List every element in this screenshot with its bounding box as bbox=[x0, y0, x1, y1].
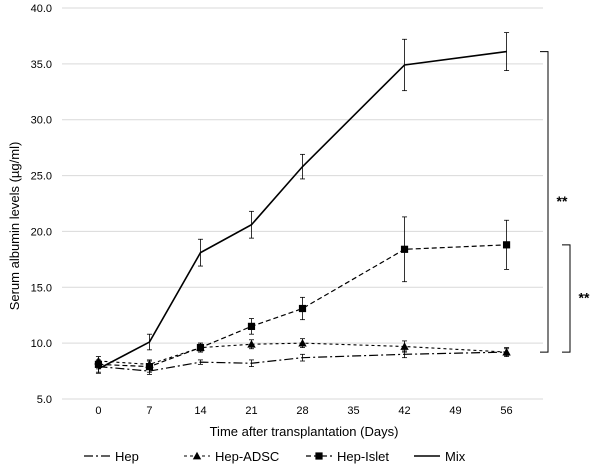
significance-label: ** bbox=[557, 193, 568, 209]
data-point bbox=[298, 338, 307, 347]
series-layer bbox=[94, 32, 511, 375]
significance-brackets: ** ** bbox=[540, 51, 590, 353]
legend-item: Mix bbox=[414, 449, 466, 464]
y-tick-label: 40.0 bbox=[31, 3, 52, 15]
y-tick-label: 5.0 bbox=[37, 394, 52, 406]
legend: Hep Hep-ADSC Hep-Islet Mix bbox=[84, 449, 466, 464]
data-point bbox=[247, 322, 256, 330]
x-tick-label: 7 bbox=[146, 405, 152, 417]
significance-label: ** bbox=[579, 289, 590, 305]
data-point bbox=[502, 347, 511, 356]
data-point bbox=[502, 241, 511, 249]
data-point bbox=[298, 304, 307, 313]
legend-label: Hep bbox=[115, 449, 139, 464]
series-mix bbox=[95, 32, 510, 374]
data-point bbox=[145, 363, 154, 371]
x-axis-title: Time after transplantation (Days) bbox=[210, 424, 399, 439]
legend-label: Hep-Islet bbox=[337, 449, 389, 464]
y-tick-labels: 5.0 10.0 15.0 20.0 25.0 30.0 35.0 40.0 bbox=[31, 3, 52, 406]
bracket-line bbox=[562, 244, 571, 353]
x-tick-label: 35 bbox=[347, 405, 359, 417]
significance-bracket: ** bbox=[562, 244, 590, 353]
x-tick-label: 42 bbox=[398, 405, 410, 417]
legend-label: Hep-ADSC bbox=[215, 449, 279, 464]
series-line bbox=[98, 50, 507, 370]
y-tick-label: 30.0 bbox=[31, 115, 52, 127]
legend-item: Hep bbox=[84, 449, 139, 464]
data-point bbox=[400, 342, 409, 350]
bracket-line bbox=[540, 51, 549, 353]
y-tick-label: 20.0 bbox=[31, 226, 52, 238]
x-tick-label: 21 bbox=[245, 405, 257, 417]
data-point bbox=[247, 340, 256, 348]
x-tick-label: 49 bbox=[449, 405, 461, 417]
y-tick-label: 35.0 bbox=[31, 59, 52, 71]
legend-label: Mix bbox=[445, 449, 466, 464]
series-hep-islet bbox=[94, 216, 511, 373]
legend-marker bbox=[192, 451, 202, 460]
legend-marker bbox=[315, 452, 323, 460]
legend-item: Hep-ADSC bbox=[184, 449, 279, 464]
y-axis-title: Serum albumin levels (µg/ml) bbox=[7, 142, 22, 311]
y-tick-label: 10.0 bbox=[31, 338, 52, 350]
x-tick-label: 14 bbox=[194, 405, 206, 417]
x-tick-label: 0 bbox=[95, 405, 101, 417]
x-tick-labels: 0 7 14 21 28 35 42 49 56 bbox=[95, 405, 512, 417]
data-point bbox=[196, 344, 205, 352]
data-point bbox=[400, 245, 409, 253]
y-tick-label: 25.0 bbox=[31, 171, 52, 183]
y-tick-label: 15.0 bbox=[31, 282, 52, 294]
significance-bracket: ** bbox=[540, 51, 568, 353]
x-tick-label: 56 bbox=[500, 405, 512, 417]
legend-item: Hep-Islet bbox=[306, 449, 389, 464]
x-tick-label: 28 bbox=[296, 405, 308, 417]
